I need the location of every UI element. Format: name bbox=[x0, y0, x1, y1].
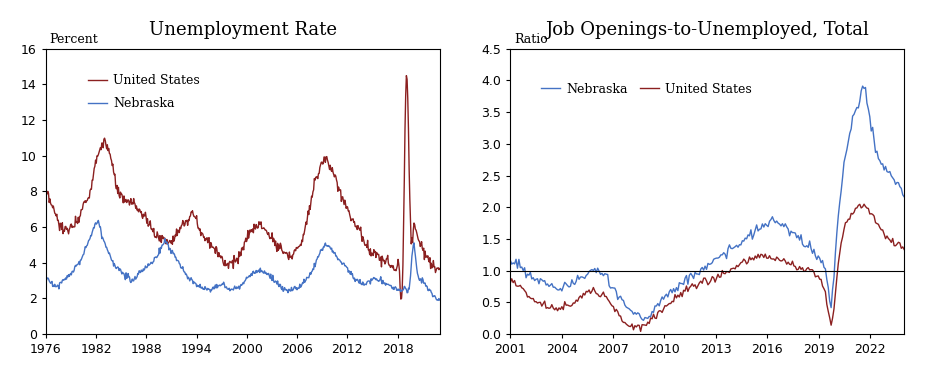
United States bbox=[556, 304, 567, 309]
Nebraska bbox=[277, 287, 288, 292]
United States bbox=[395, 297, 406, 301]
Legend: United States, Nebraska: United States, Nebraska bbox=[83, 69, 205, 115]
Nebraska bbox=[185, 277, 196, 282]
Nebraska bbox=[505, 258, 516, 262]
Nebraska bbox=[898, 195, 909, 199]
United States bbox=[44, 196, 56, 201]
Nebraska bbox=[638, 318, 649, 323]
Nebraska bbox=[741, 236, 752, 241]
Line: Nebraska: Nebraska bbox=[45, 221, 439, 300]
United States bbox=[401, 74, 412, 78]
Nebraska bbox=[76, 258, 87, 262]
United States bbox=[434, 266, 445, 271]
United States bbox=[780, 259, 791, 263]
United States bbox=[276, 243, 287, 248]
Nebraska bbox=[434, 298, 445, 302]
Title: Job Openings-to-Unemployed, Total: Job Openings-to-Unemployed, Total bbox=[546, 21, 870, 39]
United States bbox=[652, 310, 663, 315]
United States bbox=[40, 188, 51, 193]
Nebraska bbox=[433, 298, 444, 303]
United States bbox=[711, 276, 722, 280]
Line: United States: United States bbox=[511, 204, 904, 331]
Title: Unemployment Rate: Unemployment Rate bbox=[149, 21, 337, 39]
United States bbox=[95, 146, 106, 150]
Nebraska bbox=[857, 84, 869, 88]
Nebraska bbox=[707, 261, 718, 265]
United States bbox=[51, 213, 62, 218]
United States bbox=[76, 208, 87, 212]
Text: Ratio: Ratio bbox=[514, 33, 548, 46]
United States bbox=[184, 214, 195, 219]
United States bbox=[741, 262, 752, 266]
Nebraska bbox=[51, 284, 62, 289]
Nebraska bbox=[652, 301, 663, 306]
Nebraska bbox=[40, 274, 51, 279]
Nebraska bbox=[92, 218, 104, 223]
Legend: Nebraska, United States: Nebraska, United States bbox=[536, 78, 757, 101]
Nebraska bbox=[780, 222, 791, 226]
Line: Nebraska: Nebraska bbox=[511, 86, 904, 320]
Nebraska bbox=[711, 256, 722, 261]
Text: Percent: Percent bbox=[50, 33, 98, 46]
United States bbox=[858, 202, 870, 207]
Nebraska bbox=[556, 289, 567, 293]
Nebraska bbox=[95, 230, 106, 234]
United States bbox=[898, 247, 909, 252]
Line: United States: United States bbox=[45, 76, 439, 299]
United States bbox=[707, 274, 718, 279]
United States bbox=[505, 281, 516, 285]
United States bbox=[635, 329, 647, 334]
Nebraska bbox=[44, 280, 56, 284]
